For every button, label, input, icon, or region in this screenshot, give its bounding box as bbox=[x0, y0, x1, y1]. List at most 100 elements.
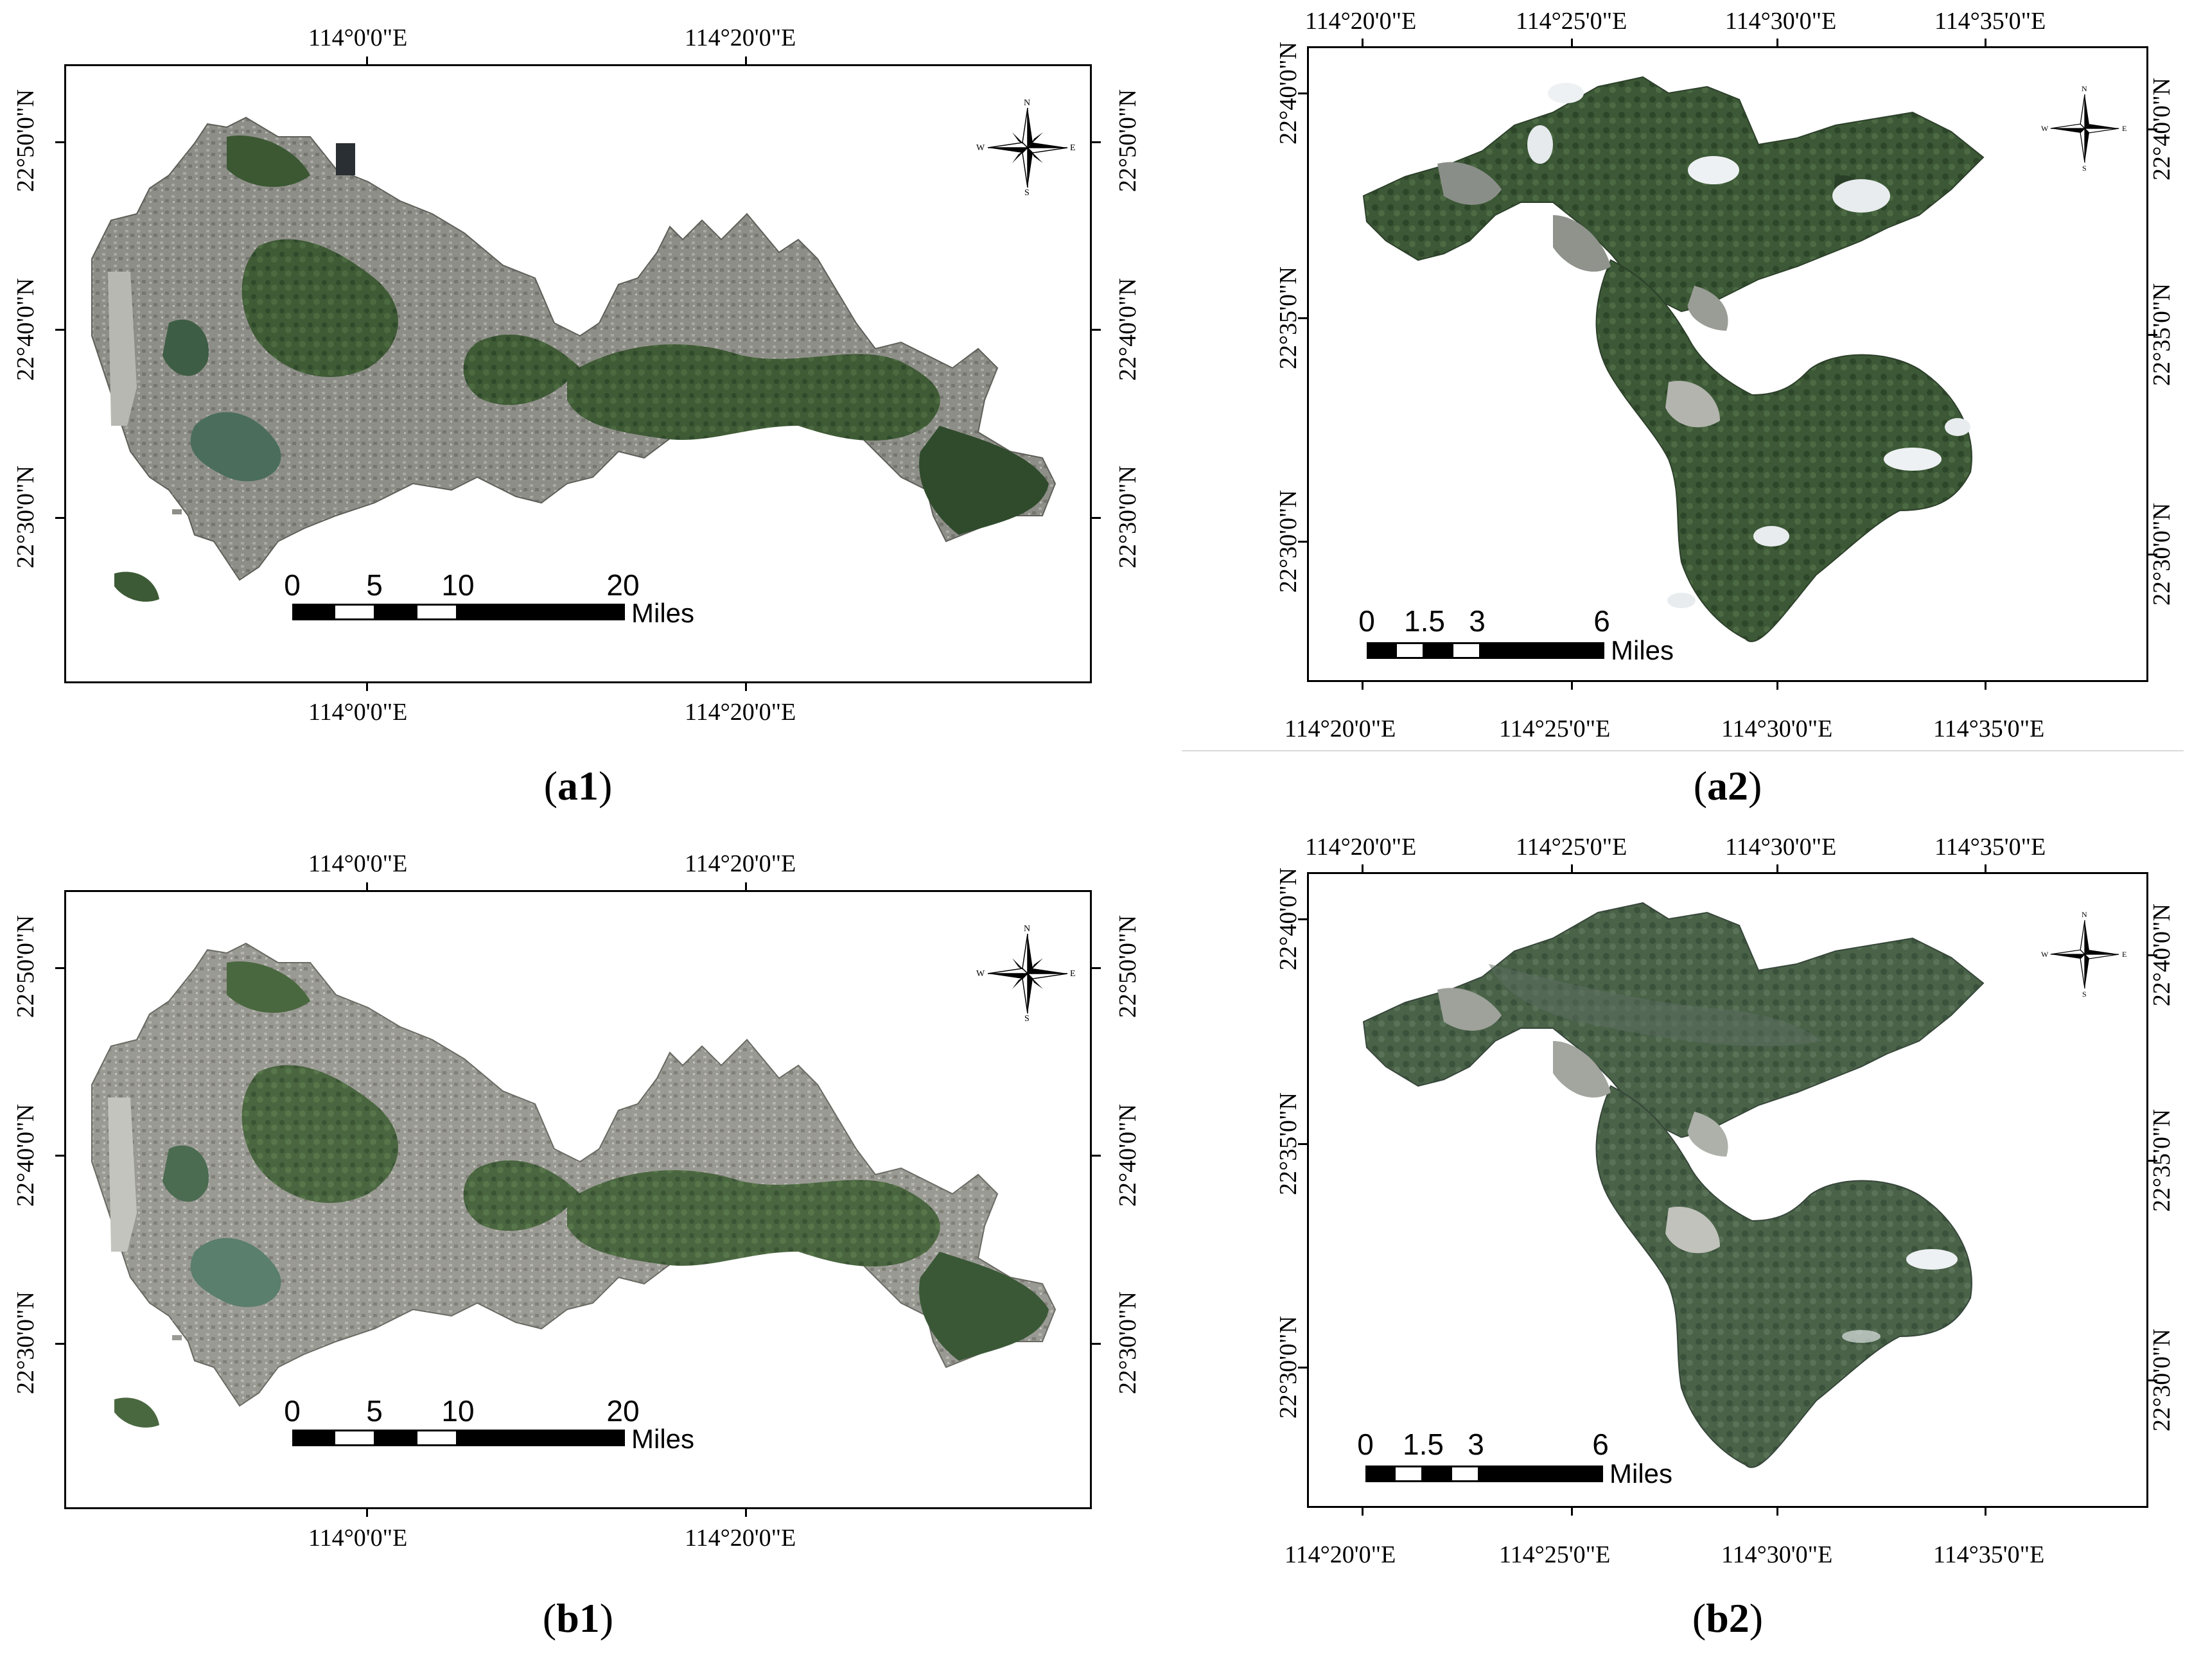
scale-bar-a1: 0 5 10 20 Miles bbox=[284, 565, 742, 627]
top-tick-a2-2: 114°30'0"E bbox=[1725, 8, 1837, 35]
bottom-tick-a1-0: 114°0'0"E bbox=[308, 699, 408, 726]
map-frame-b1 bbox=[64, 890, 1092, 1509]
scale-label-b2-3: 6 bbox=[1592, 1428, 1609, 1461]
right-tick-b2-1: 22°35'0"N bbox=[2148, 1109, 2175, 1212]
scale-bar-b2: 0 1.5 3 6 Miles bbox=[1357, 1427, 1699, 1489]
top-tick-b2-0: 114°20'0"E bbox=[1305, 834, 1417, 861]
left-tick-a2-1: 22°35'0"N bbox=[1275, 267, 1302, 369]
compass-w-a1: W bbox=[976, 143, 985, 153]
caption-a1: (a1) bbox=[543, 763, 613, 809]
top-tick-b1-0: 114°0'0"E bbox=[308, 850, 408, 877]
scale-bar-b1: 0 5 10 20 Miles bbox=[284, 1391, 742, 1453]
right-tick-b2-0: 22°40'0"N bbox=[2148, 904, 2175, 1006]
compass-s-a1: S bbox=[1024, 188, 1030, 198]
compass-s-b1: S bbox=[1024, 1014, 1030, 1024]
map-frame-a1 bbox=[64, 64, 1092, 683]
compass-s-a2: S bbox=[2082, 164, 2087, 173]
satellite-map-shenzhen-a1 bbox=[91, 116, 1057, 602]
right-tick-a2-1: 22°35'0"N bbox=[2148, 283, 2175, 386]
left-tick-b1-1: 22°40'0"N bbox=[12, 1104, 39, 1207]
right-tick-a2-2: 22°30'0"N bbox=[2148, 503, 2175, 606]
compass-n-b2: N bbox=[2082, 910, 2087, 919]
map-frame-b2 bbox=[1307, 872, 2148, 1508]
left-tick-a2-2: 22°30'0"N bbox=[1275, 490, 1302, 593]
left-tick-b1-0: 22°50'0"N bbox=[12, 915, 39, 1018]
top-tick-b2-1: 114°25'0"E bbox=[1516, 834, 1627, 861]
scale-label-a1-0: 0 bbox=[284, 568, 301, 602]
bottom-tick-a2-3: 114°35'0"E bbox=[1933, 715, 2045, 742]
bottom-tick-b1-1: 114°20'0"E bbox=[685, 1525, 796, 1552]
map-frame-a2 bbox=[1307, 46, 2148, 682]
bottom-tick-b2-1: 114°25'0"E bbox=[1499, 1541, 1611, 1568]
caption-b2: (b2) bbox=[1692, 1595, 1764, 1641]
bottom-tick-b2-0: 114°20'0"E bbox=[1285, 1541, 1396, 1568]
scale-label-b2-1: 1.5 bbox=[1403, 1428, 1444, 1461]
scale-label-a1-1: 5 bbox=[366, 568, 383, 602]
scale-label-b1-1: 5 bbox=[366, 1394, 383, 1428]
left-tick-a1-1: 22°40'0"N bbox=[12, 278, 39, 381]
scale-units-b1: Miles bbox=[631, 1424, 695, 1454]
scale-label-a2-0: 0 bbox=[1358, 604, 1375, 638]
scale-label-a1-2: 10 bbox=[441, 568, 475, 602]
north-arrow-icon: N S E W bbox=[976, 99, 1076, 198]
bottom-tick-a1-1: 114°20'0"E bbox=[685, 699, 796, 726]
right-tick-a1-0: 22°50'0"N bbox=[1114, 89, 1141, 192]
compass-e-a2: E bbox=[2122, 124, 2127, 133]
top-tick-a2-3: 114°35'0"E bbox=[1934, 8, 2046, 35]
scale-units-a2: Miles bbox=[1611, 635, 1674, 665]
scale-label-b2-2: 3 bbox=[1468, 1428, 1484, 1461]
scale-label-a1-3: 20 bbox=[606, 568, 640, 602]
compass-w-b1: W bbox=[976, 969, 985, 979]
left-tick-a1-0: 22°50'0"N bbox=[12, 89, 39, 192]
left-tick-b2-2: 22°30'0"N bbox=[1275, 1316, 1302, 1419]
north-arrow-icon: N S E W bbox=[976, 925, 1076, 1024]
compass-e-b1: E bbox=[1070, 969, 1076, 979]
panel-separator bbox=[1182, 750, 2184, 751]
scale-bar-a2: 0 1.5 3 6 Miles bbox=[1358, 604, 1701, 665]
left-tick-b1-2: 22°30'0"N bbox=[12, 1291, 39, 1394]
bottom-tick-a2-2: 114°30'0"E bbox=[1721, 715, 1833, 742]
north-arrow-icon: N S E W bbox=[2041, 911, 2127, 998]
bottom-tick-b2-2: 114°30'0"E bbox=[1721, 1541, 1833, 1568]
left-tick-b2-0: 22°40'0"N bbox=[1275, 868, 1302, 970]
top-tick-a1-0: 114°0'0"E bbox=[308, 24, 408, 51]
bottom-tick-a2-1: 114°25'0"E bbox=[1499, 715, 1611, 742]
compass-n-a1: N bbox=[1024, 98, 1031, 108]
compass-e-a1: E bbox=[1070, 143, 1076, 153]
north-arrow-icon: N S E W bbox=[2041, 85, 2127, 172]
right-tick-a1-1: 22°40'0"N bbox=[1114, 278, 1141, 381]
right-tick-b1-0: 22°50'0"N bbox=[1114, 915, 1141, 1018]
bottom-tick-a2-0: 114°20'0"E bbox=[1285, 715, 1396, 742]
reservoir-a1 bbox=[336, 143, 355, 175]
right-tick-a1-2: 22°30'0"N bbox=[1114, 466, 1141, 568]
bottom-tick-b2-3: 114°35'0"E bbox=[1933, 1541, 2045, 1568]
top-tick-a2-1: 114°25'0"E bbox=[1516, 8, 1627, 35]
top-tick-a1-1: 114°20'0"E bbox=[685, 24, 796, 51]
scale-label-a2-3: 6 bbox=[1593, 604, 1610, 638]
compass-w-a2: W bbox=[2041, 124, 2049, 133]
compass-s-b2: S bbox=[2082, 990, 2087, 999]
scale-units-b2: Miles bbox=[1609, 1458, 1673, 1489]
scale-units-a1: Miles bbox=[631, 598, 695, 628]
scale-label-b1-0: 0 bbox=[284, 1394, 301, 1428]
compass-n-a2: N bbox=[2082, 84, 2087, 93]
top-tick-a2-0: 114°20'0"E bbox=[1305, 8, 1417, 35]
caption-b1: (b1) bbox=[542, 1595, 614, 1641]
satellite-map-dapeng-b2 bbox=[1362, 902, 1985, 1468]
top-tick-b2-2: 114°30'0"E bbox=[1725, 834, 1837, 861]
right-tick-b2-2: 22°30'0"N bbox=[2148, 1329, 2175, 1431]
caption-a2: (a2) bbox=[1693, 763, 1762, 809]
left-tick-b2-1: 22°35'0"N bbox=[1275, 1092, 1302, 1195]
scale-label-a2-2: 3 bbox=[1469, 604, 1486, 638]
top-tick-b2-3: 114°35'0"E bbox=[1934, 834, 2046, 861]
scale-label-b1-3: 20 bbox=[606, 1394, 640, 1428]
compass-e-b2: E bbox=[2122, 950, 2127, 959]
left-tick-a1-2: 22°30'0"N bbox=[12, 466, 39, 568]
compass-n-b1: N bbox=[1024, 924, 1031, 934]
satellite-map-shenzhen-b1 bbox=[91, 942, 1057, 1428]
bottom-tick-b1-0: 114°0'0"E bbox=[308, 1525, 408, 1552]
right-tick-b1-2: 22°30'0"N bbox=[1114, 1291, 1141, 1394]
satellite-map-dapeng-a2 bbox=[1362, 76, 1985, 642]
compass-w-b2: W bbox=[2041, 950, 2049, 959]
left-tick-a2-0: 22°40'0"N bbox=[1275, 42, 1302, 144]
